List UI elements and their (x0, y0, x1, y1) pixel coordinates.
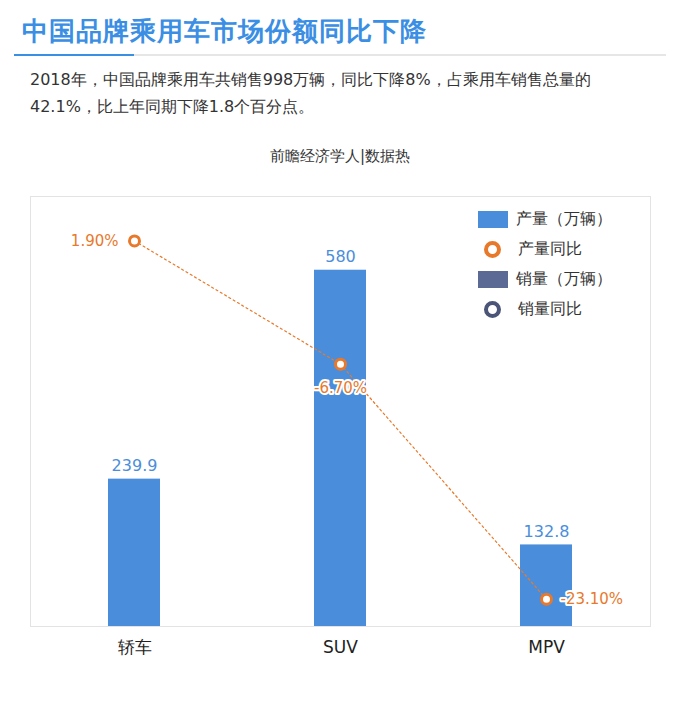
html-text:产量（万辆）: 产量（万辆） (516, 208, 612, 228)
svg-text:580: 580 (325, 247, 356, 266)
svg-text:MPV: MPV (528, 637, 565, 657)
svg-text:-23.10%: -23.10% (561, 590, 624, 608)
svg-text:1.90%: 1.90% (71, 232, 119, 250)
html-text:2018年，中国品牌乘用车共销售998万辆，同比下降8%，占: 2018年，中国品牌乘用车共销售998万辆，同比下降8%，占乘用车销售总量的42… (30, 70, 591, 116)
html-text:产量同比: 产量同比 (518, 238, 582, 258)
html-text:前瞻经济学人|数据热: 前瞻经济学人|数据热 (270, 147, 410, 165)
svg-text:132.8: 132.8 (524, 522, 570, 541)
html-text:中国品牌乘用车市场份额同比下降: 中国品牌乘用车市场份额同比下降 (22, 16, 427, 46)
html-text:销量同比: 销量同比 (518, 298, 582, 318)
html-text:销量（万辆）: 销量（万辆） (516, 268, 612, 288)
svg-text:SUV: SUV (323, 637, 358, 657)
svg-text:轿车: 轿车 (118, 637, 152, 657)
svg-text:239.9: 239.9 (112, 456, 158, 475)
svg-text:-6.70%: -6.70% (314, 379, 367, 397)
